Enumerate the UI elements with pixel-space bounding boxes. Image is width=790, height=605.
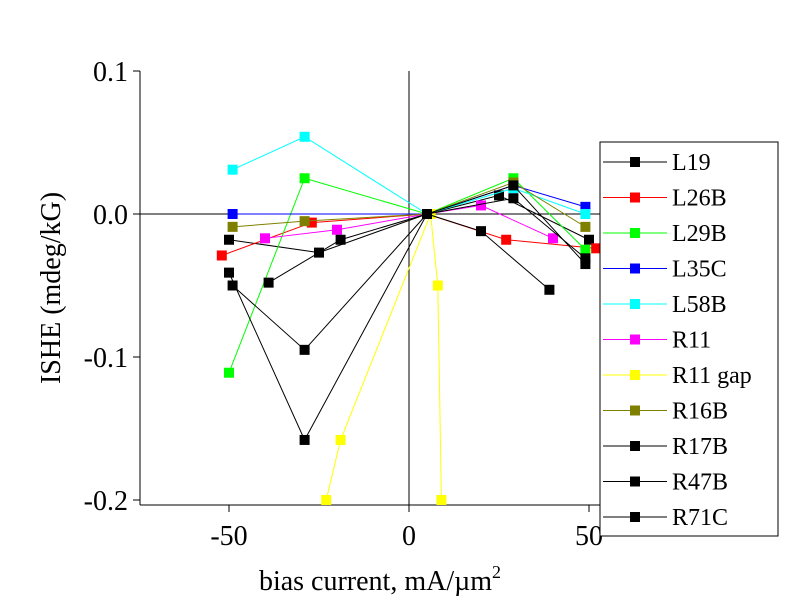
legend-label: R17B (672, 434, 728, 460)
legend-marker (630, 263, 640, 274)
legend-item-r47b: R47B (603, 470, 728, 496)
data-point-l58b (299, 131, 310, 142)
y-tick-label: -0.2 (84, 486, 128, 517)
data-point-l26b (216, 250, 227, 261)
x-axis-label-main: bias current, mA/µm (259, 566, 492, 597)
series-line-r17b (228, 184, 586, 442)
data-point-r47b (544, 284, 555, 295)
legend-marker (630, 157, 640, 167)
data-point-l29b (580, 244, 591, 255)
series-r11-gap (321, 209, 447, 505)
series-r47b (227, 209, 555, 355)
legend-marker (630, 192, 640, 203)
legend-label: L29B (672, 221, 727, 247)
data-point-l26b (501, 234, 512, 245)
legend-label: L35C (672, 257, 727, 283)
legend-label: L19 (672, 150, 711, 176)
data-point-l29b (224, 367, 234, 378)
series-layer (216, 131, 600, 505)
data-point-l29b (299, 173, 310, 184)
legend-item-r11-gap: R11 gap (603, 363, 752, 389)
y-tick-label: 0.1 (93, 57, 128, 88)
data-point-l58b (580, 209, 591, 219)
series-r71c (263, 193, 591, 288)
data-point-r16b (299, 216, 310, 227)
legend-item-l29b: L29B (603, 221, 727, 247)
series-l29b (224, 173, 591, 378)
data-point-r11-gap (321, 495, 332, 505)
legend-marker (630, 476, 640, 487)
x-tick-label: 0 (402, 521, 416, 552)
legend-marker (630, 405, 640, 416)
legend-item-l19: L19 (603, 150, 711, 176)
y-axis-label: ISHE (mdeg/kG) (36, 192, 67, 384)
legend-label: R47B (672, 470, 728, 496)
data-point-l26b (591, 243, 600, 254)
legend-item-l26b: L26B (603, 186, 727, 212)
x-tick-label: -50 (210, 521, 247, 552)
data-point-r71c (508, 193, 519, 204)
legend-marker (630, 228, 640, 238)
data-point-r11 (548, 233, 558, 244)
data-point-r71c (263, 277, 274, 288)
legend-label: R71C (672, 505, 728, 531)
data-point-l35c (580, 201, 591, 212)
data-point-r71c (335, 234, 346, 245)
legend-item-r17b: R17B (603, 434, 728, 460)
legend-marker (630, 512, 640, 522)
series-line-l29b (228, 177, 586, 373)
data-point-l19 (494, 190, 504, 201)
data-point-r11 (260, 233, 270, 244)
data-point-r47b (299, 344, 310, 355)
legend-label: R11 gap (672, 363, 752, 389)
data-point-r16b (227, 221, 238, 232)
y-tick-label: -0.1 (84, 343, 128, 374)
data-point-r17b (508, 180, 519, 191)
legend-item-l35c: L35C (603, 257, 727, 283)
legend-item-l58b: L58B (603, 292, 727, 318)
data-point-r17b (224, 267, 234, 278)
data-point-r47b (476, 226, 486, 237)
data-point-r16b (580, 221, 591, 232)
series-line-r11-gap (325, 213, 442, 501)
x-ticks: -50 0 50 (210, 505, 603, 552)
plot-frame (139, 71, 600, 506)
legend-label: L58B (672, 292, 727, 318)
data-point-l35c (227, 209, 238, 219)
y-tick-label: 0.0 (93, 200, 128, 231)
data-point-r17b (299, 434, 310, 445)
data-point-r17b (580, 259, 591, 270)
legend-label: R16B (672, 399, 728, 425)
data-point-r47b (227, 280, 238, 291)
legend-item-r11: R11 (603, 328, 711, 354)
x-axis-label-superscript: 2 (492, 562, 501, 582)
legend: L19 L26B L29B L35C L58B R11 R11 gap R16B R17B R47… (599, 141, 779, 537)
data-point-l19 (584, 234, 594, 245)
legend-item-r71c: R71C (603, 505, 728, 531)
data-point-r71c (422, 209, 432, 219)
legend-label: R11 (672, 328, 711, 354)
y-ticks: -0.2 -0.1 0.0 0.1 (84, 57, 140, 517)
data-point-r11 (476, 200, 486, 211)
data-point-r11-gap (432, 280, 443, 291)
legend-label: L26B (672, 186, 727, 212)
x-tick-label: 50 (575, 521, 603, 552)
data-point-l26b (306, 217, 317, 228)
data-point-r11-gap (436, 495, 447, 505)
legend-item-r16b: R16B (603, 399, 728, 425)
legend-marker (630, 370, 640, 380)
data-point-l19 (224, 234, 234, 245)
data-point-r11-gap (335, 434, 346, 445)
data-point-r71c (580, 253, 591, 264)
legend-marker (630, 299, 640, 309)
legend-marker (630, 441, 640, 451)
data-point-l58b (227, 164, 238, 175)
x-axis-label: bias current, mA/µm2 (259, 562, 501, 597)
legend-marker (630, 334, 640, 345)
data-point-r11 (332, 224, 342, 235)
